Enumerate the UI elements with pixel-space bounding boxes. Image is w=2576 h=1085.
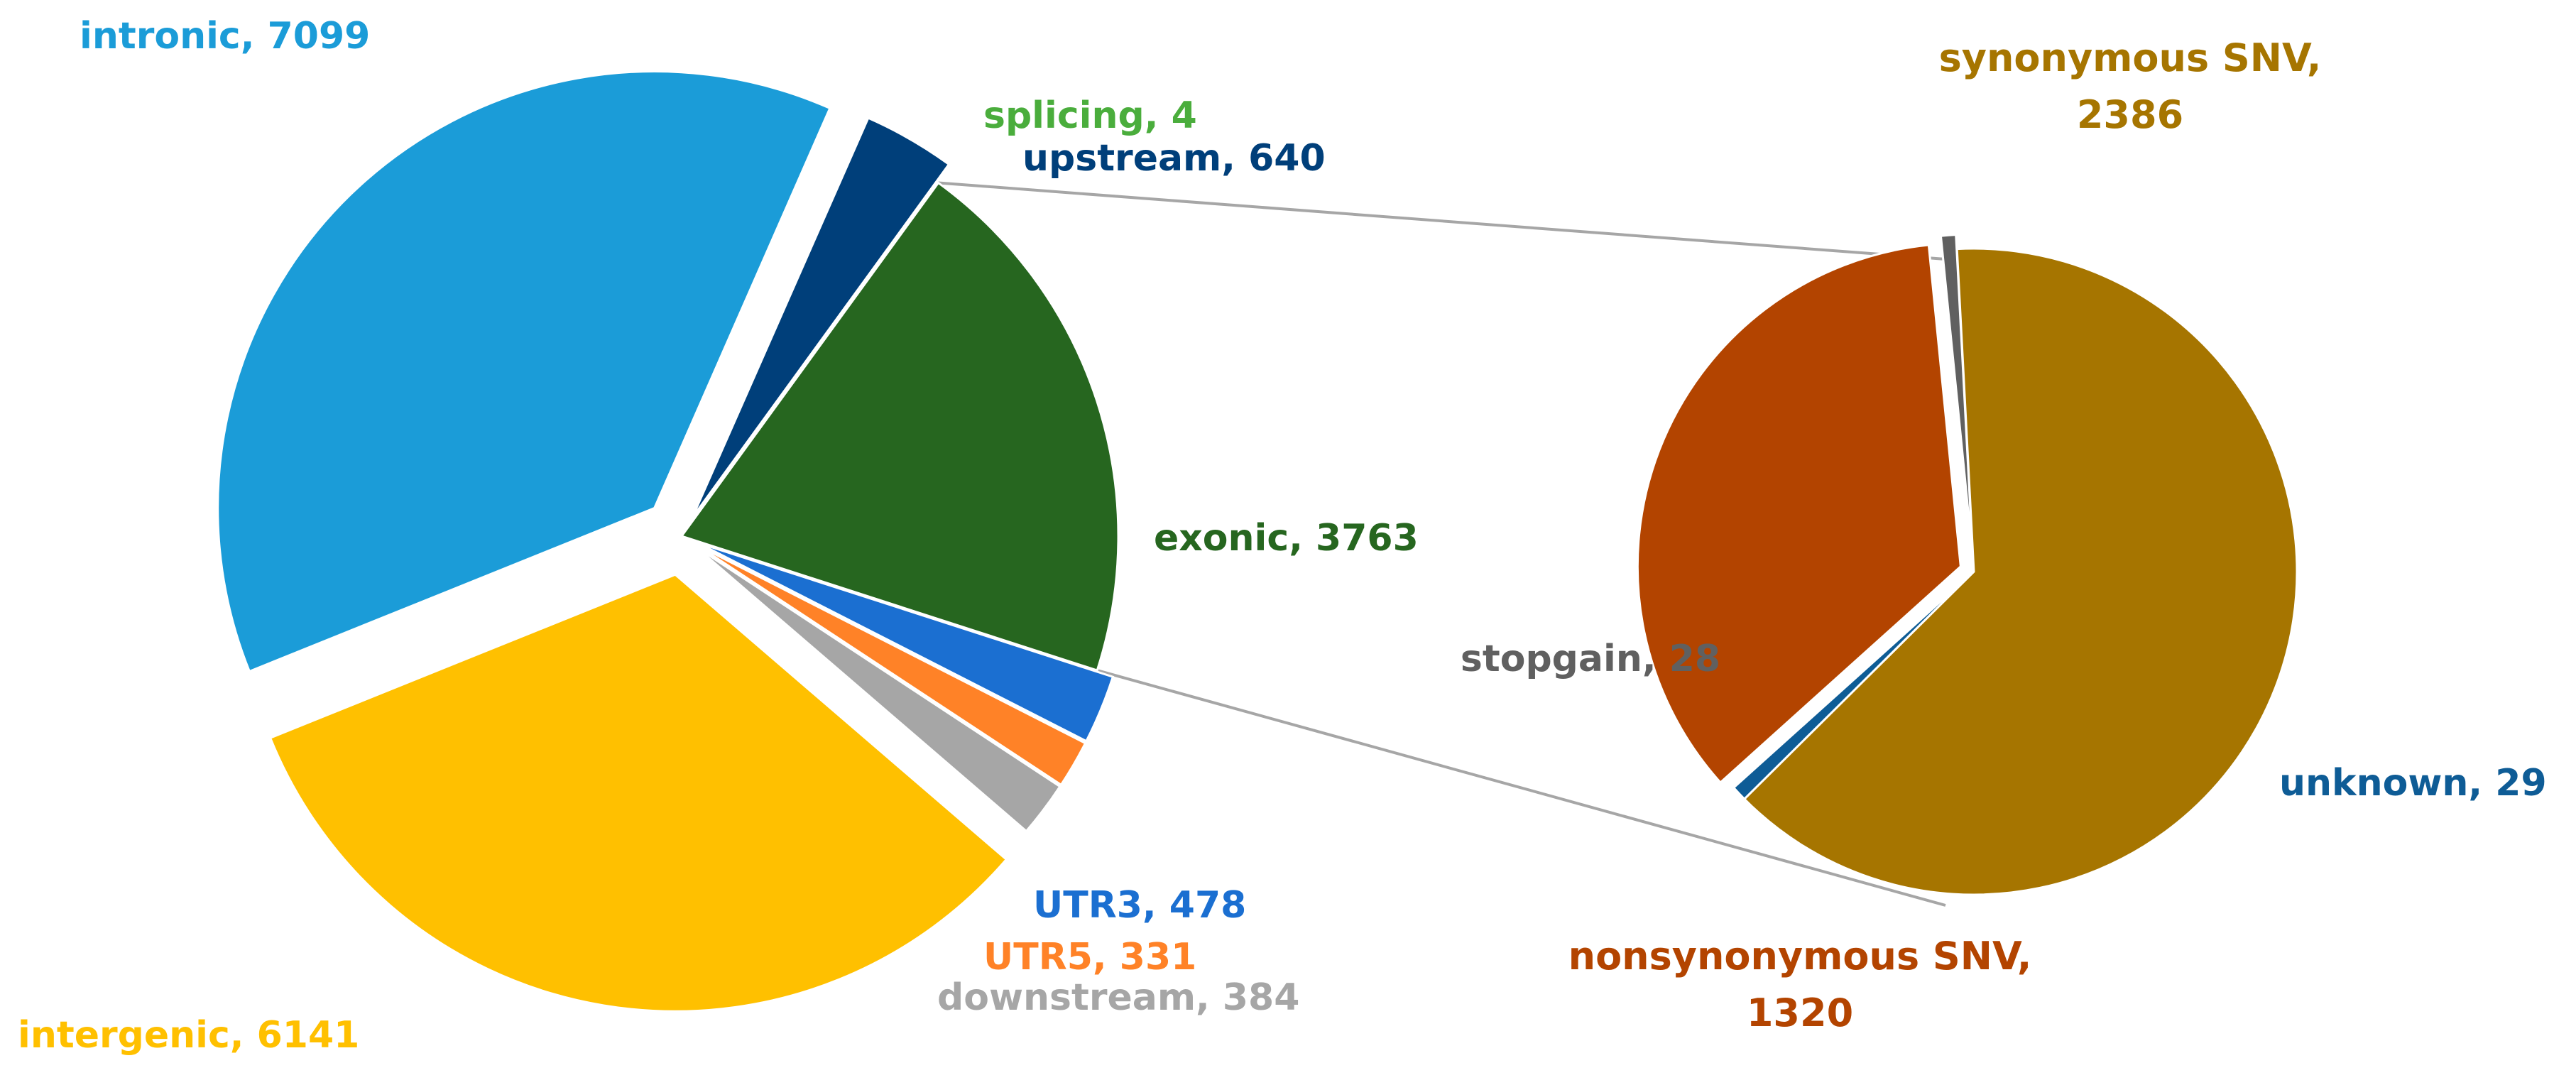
main-pie-slice-upstream (691, 116, 951, 518)
sub-pie-slice-synonymous-snv (1742, 247, 2298, 896)
main-pie-label-intronic: intronic, 7099 (80, 15, 370, 58)
sub-pie-label-synonymous-snv: synonymous SNV, 2386 (1939, 36, 2322, 137)
main-pie-label-splicing: splicing, 4 (983, 94, 1197, 137)
main-pie-label-utr3: UTR3, 478 (1033, 884, 1246, 927)
main-pie-label-utr5: UTR5, 331 (983, 936, 1196, 978)
main-pie-slice-intronic (217, 70, 831, 673)
main-pie-slice-splicing (689, 115, 868, 518)
sub-pie-label-stopgain: stopgain, 28 (1461, 638, 1720, 680)
main-pie-label-exonic: exonic, 3763 (1154, 517, 1419, 560)
sub-pie-slice-nonsynonymous-snv (1636, 244, 1962, 785)
main-pie-slice-downstream (694, 545, 1061, 833)
sub-pie-label-nonsynonymous-snv: nonsynonymous SNV, 1320 (1568, 934, 2032, 1035)
main-pie-slice-intergenic (268, 573, 1008, 1013)
sub-pie-label-synonymous-snv-line-1: synonymous SNV, (1939, 36, 2322, 80)
main-pie-label-downstream: downstream, 384 (937, 976, 1299, 1019)
main-pie-slice-utr5 (695, 543, 1087, 787)
sub-pie-label-nonsynonymous-snv-line-1: nonsynonymous SNV, (1568, 934, 2032, 978)
sub-pie-label-unknown: unknown, 29 (2279, 762, 2547, 805)
connector-line-bottom (1096, 669, 1946, 907)
main-pie-label-intergenic: intergenic, 6141 (18, 1014, 359, 1057)
sub-pie-slice-stopgain (1939, 234, 1974, 558)
connector-line-top (938, 181, 1946, 261)
main-pie-slice-utr3 (697, 541, 1115, 743)
sub-pie-label-synonymous-snv-line-2: 2386 (2077, 92, 2183, 137)
sub-pie-slice-unknown (1732, 570, 1975, 801)
main-pie-label-upstream: upstream, 640 (1022, 137, 1326, 180)
sub-pie-label-nonsynonymous-snv-line-2: 1320 (1747, 991, 1853, 1035)
main-pie-slice-exonic (680, 181, 1120, 672)
